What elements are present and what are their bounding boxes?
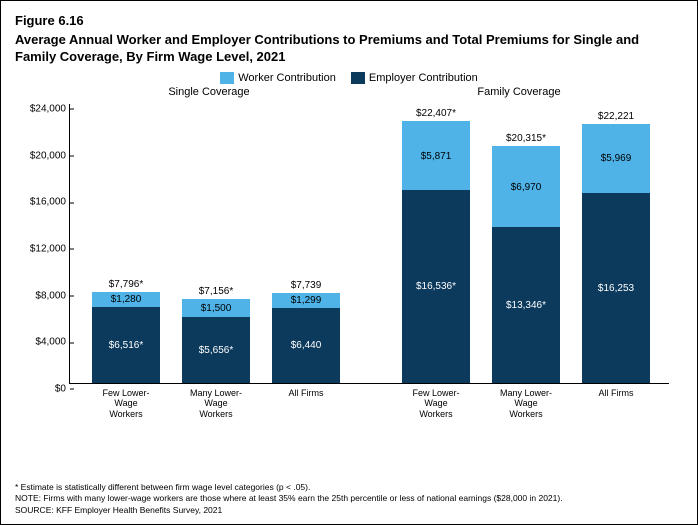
bar-total-label: $7,796* (92, 279, 160, 290)
footnote-significance: * Estimate is statistically different be… (15, 482, 683, 493)
x-category-label: Few Lower-WageWorkers (92, 388, 160, 419)
y-tick-label: $8,000 (35, 290, 70, 301)
x-category-label: Many Lower-WageWorkers (492, 388, 560, 419)
group-title-single: Single Coverage (99, 86, 319, 98)
bar: $16,536*$5,871$22,407* (402, 121, 470, 382)
bar-segment-employer (272, 308, 340, 383)
bar-segment-worker (272, 293, 340, 308)
legend-label-worker: Worker Contribution (238, 72, 336, 84)
bar-total-label: $22,221 (582, 111, 650, 122)
x-category-label: All Firms (582, 388, 650, 398)
group-title-family: Family Coverage (409, 86, 629, 98)
x-category-label: Many Lower-WageWorkers (182, 388, 250, 419)
legend-swatch-employer (351, 72, 365, 84)
x-category-label: Few Lower-WageWorkers (402, 388, 470, 419)
bar-segment-worker (92, 292, 160, 307)
y-tick-label: $12,000 (30, 243, 70, 254)
bar-total-label: $20,315* (492, 133, 560, 144)
bar: $5,656*$1,500$7,156* (182, 299, 250, 382)
y-tick-label: $16,000 (30, 197, 70, 208)
bar-segment-worker (582, 124, 650, 194)
y-tick-label: $0 (55, 383, 70, 394)
footnote-source: SOURCE: KFF Employer Health Benefits Sur… (15, 505, 683, 516)
bar-segment-employer (92, 307, 160, 383)
bar-total-label: $22,407* (402, 108, 470, 119)
bar-total-label: $7,156* (182, 286, 250, 297)
figure-number: Figure 6.16 (15, 13, 683, 28)
legend-item-employer: Employer Contribution (351, 72, 478, 84)
bar: $16,253$5,969$22,221 (582, 124, 650, 383)
y-tick-label: $4,000 (35, 337, 70, 348)
legend-label-employer: Employer Contribution (369, 72, 478, 84)
bar-segment-worker (182, 299, 250, 317)
chart-area: Single Coverage Family Coverage $0$4,000… (19, 86, 679, 426)
legend: Worker Contribution Employer Contributio… (15, 72, 683, 84)
bar-total-label: $7,739 (272, 280, 340, 291)
figure-container: Figure 6.16 Average Annual Worker and Em… (0, 0, 698, 525)
y-tick-label: $24,000 (30, 103, 70, 114)
y-tick-label: $20,000 (30, 150, 70, 161)
bar-segment-worker (402, 121, 470, 189)
bar: $6,440$1,299$7,739 (272, 293, 340, 383)
plot-area: $0$4,000$8,000$12,000$16,000$20,000$24,0… (69, 104, 669, 384)
x-category-label: All Firms (272, 388, 340, 398)
bar: $13,346*$6,970$20,315* (492, 146, 560, 383)
bar: $6,516*$1,280$7,796* (92, 292, 160, 383)
bar-segment-employer (582, 193, 650, 383)
bar-segment-employer (182, 317, 250, 383)
footnotes: * Estimate is statistically different be… (15, 482, 683, 516)
legend-item-worker: Worker Contribution (220, 72, 336, 84)
bar-segment-worker (492, 146, 560, 227)
figure-title: Average Annual Worker and Employer Contr… (15, 32, 683, 66)
footnote-note: NOTE: Firms with many lower-wage workers… (15, 493, 683, 504)
bar-segment-employer (402, 190, 470, 383)
legend-swatch-worker (220, 72, 234, 84)
bar-segment-employer (492, 227, 560, 383)
